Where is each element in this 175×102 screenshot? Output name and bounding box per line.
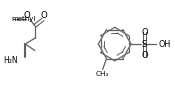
Text: O: O <box>141 28 148 37</box>
Text: S: S <box>142 40 147 49</box>
Text: CH₃: CH₃ <box>96 71 109 77</box>
Text: H₂N: H₂N <box>3 56 18 65</box>
Text: OH: OH <box>159 40 171 49</box>
Text: O: O <box>41 12 47 21</box>
Text: O: O <box>141 51 148 60</box>
Text: methyl: methyl <box>12 16 36 22</box>
Text: O: O <box>24 12 31 21</box>
